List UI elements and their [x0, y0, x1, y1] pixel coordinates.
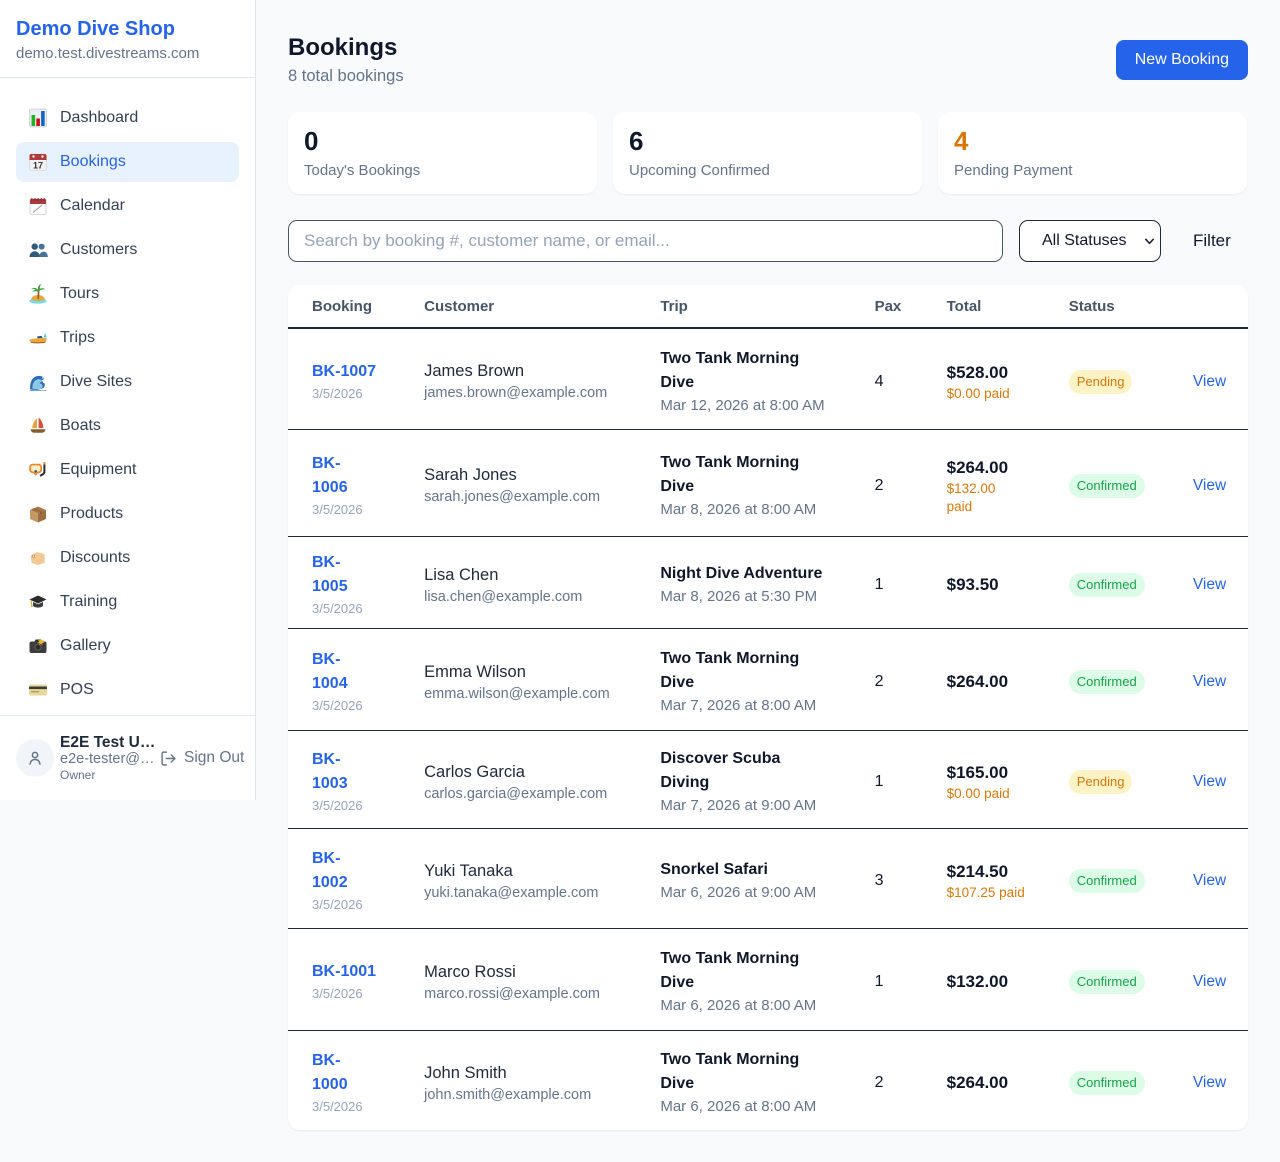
svg-text:17: 17 [33, 161, 43, 171]
